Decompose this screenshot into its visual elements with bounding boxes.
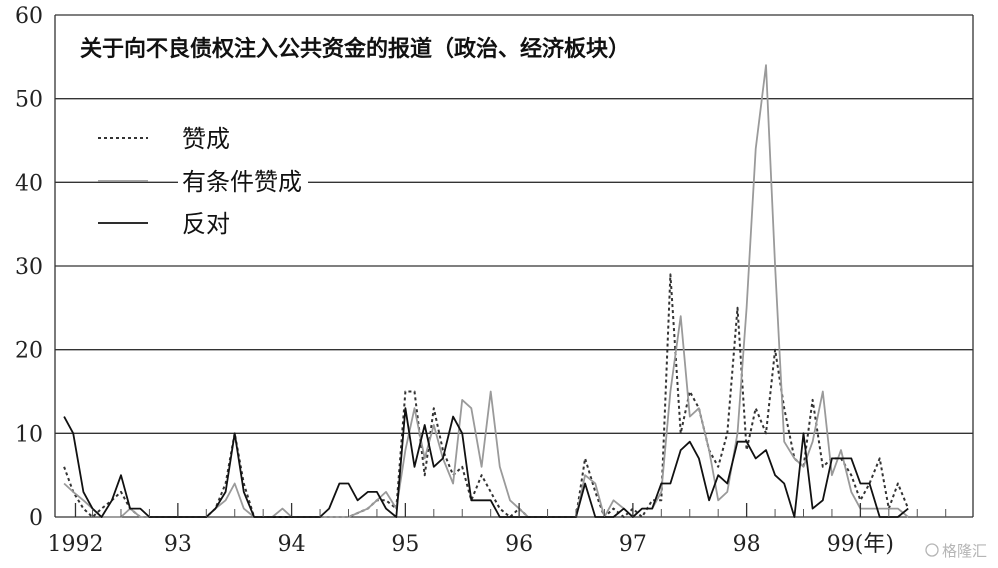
legend-label-bg — [178, 166, 308, 198]
y-tick-label-10: 10 — [15, 422, 43, 447]
series-line-3 — [63, 407, 909, 518]
legend-label-bg — [178, 208, 236, 240]
x-axis-ticks: 1992 93 94 95 96 97 98 99(年) — [47, 503, 947, 557]
legend-label-2: 有条件赞成 — [182, 168, 302, 196]
chart-title: 关于向不良债权注入公共资金的报道（政治、经济板块） — [80, 36, 630, 62]
x-tick-label-95: 95 — [391, 532, 419, 557]
legend-label-bg — [178, 123, 236, 155]
watermark-logo-icon — [925, 543, 939, 557]
y-tick-label-30: 30 — [15, 255, 43, 280]
grid-lines — [54, 14, 974, 518]
watermark: 格隆汇 — [925, 542, 987, 560]
title-background — [74, 32, 637, 66]
x-tick-label-1992: 1992 — [47, 532, 103, 557]
legend-label-1: 赞成 — [182, 125, 230, 153]
legend-label-3: 反对 — [182, 210, 230, 238]
series-lines — [63, 64, 910, 518]
y-tick-label-40: 40 — [15, 171, 43, 196]
y-tick-label-20: 20 — [15, 339, 43, 364]
y-tick-label-0: 0 — [29, 506, 43, 531]
x-tick-label-97: 97 — [619, 532, 647, 557]
y-axis-ticks: 0 10 20 30 40 50 60 — [15, 4, 43, 531]
x-tick-label-93: 93 — [164, 532, 192, 557]
watermark-text: 格隆汇 — [942, 542, 987, 560]
y-tick-label-50: 50 — [15, 88, 43, 113]
x-tick-label-99(年): 99(年) — [827, 532, 894, 557]
x-tick-label-96: 96 — [505, 532, 533, 557]
x-tick-label-94: 94 — [278, 532, 306, 557]
y-tick-label-60: 60 — [15, 4, 43, 29]
x-tick-label-98: 98 — [733, 532, 761, 557]
